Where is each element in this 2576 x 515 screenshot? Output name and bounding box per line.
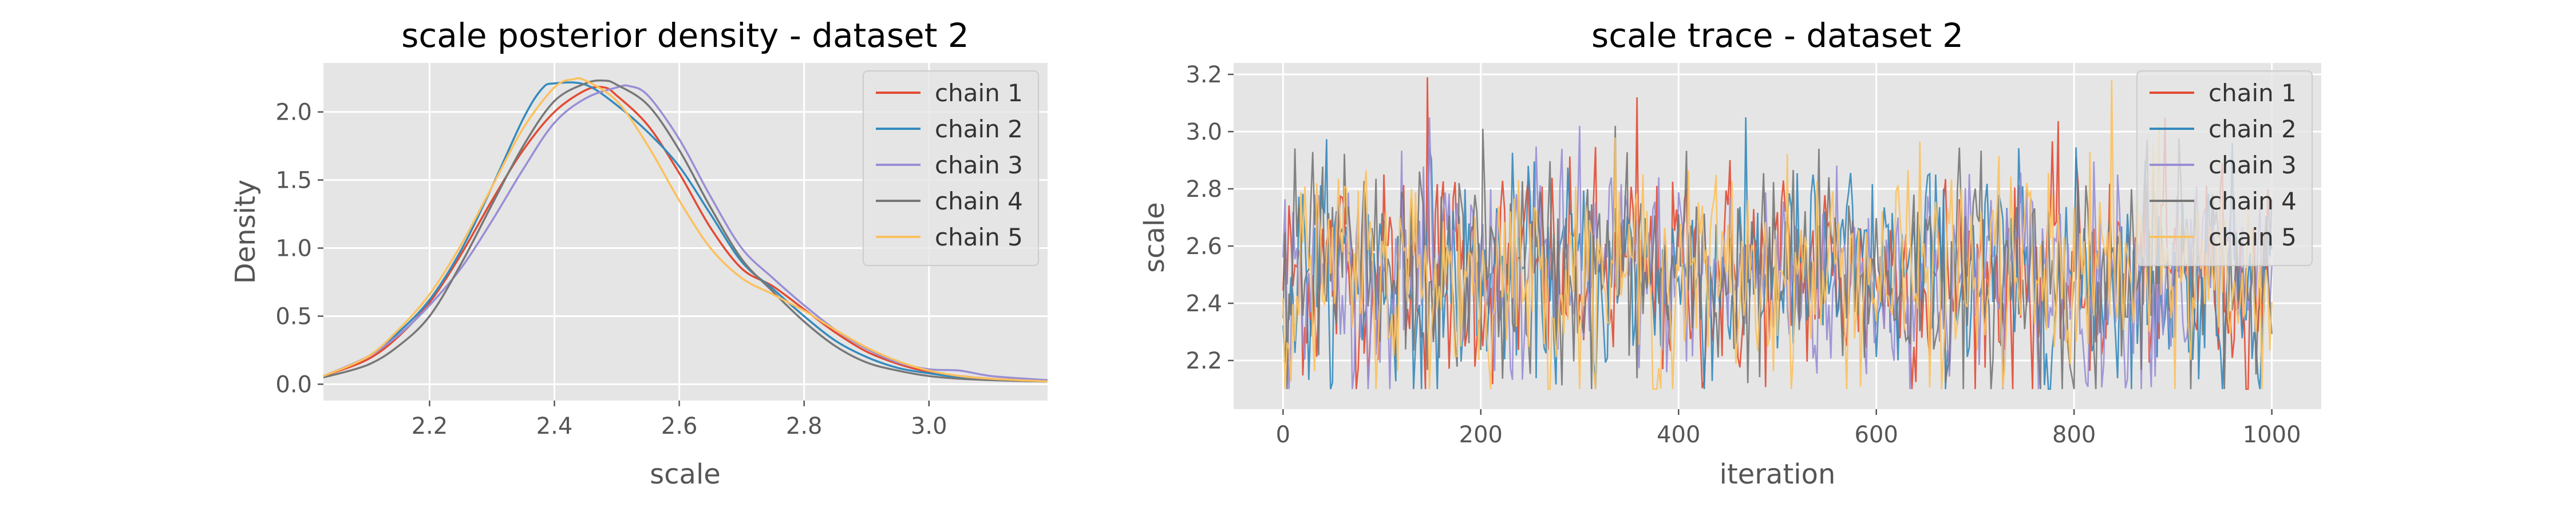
trace-x-ticks: 0 200 400 600 800 1000	[1276, 409, 2301, 448]
trace-series	[1282, 77, 2273, 390]
density-x-axis-label: scale	[650, 458, 721, 490]
trace-y-ticks: 2.2 2.4 2.6 2.8 3.0 3.2	[1186, 62, 1234, 374]
density-panel: 0.00.51.01.52.0 2.2 2.4 2.6 2.8 3.0 chain 1c…	[230, 16, 1048, 490]
density-x-tick-label: 2.2	[412, 413, 448, 439]
density-line-chain-1	[323, 85, 1048, 383]
density-x-ticks: 2.2 2.4 2.6 2.8 3.0	[412, 401, 947, 439]
trace-panel: 2.2 2.4 2.6 2.8 3.0 3.2 0 200 400 600 800 1000 cha…	[1139, 16, 2321, 490]
trace-legend-box	[2136, 70, 2313, 266]
trace-legend-label-2: chain 2	[2208, 115, 2297, 143]
trace-x-axis-label: iteration	[1720, 458, 1836, 490]
trace-x-tick-label: 1000	[2243, 422, 2301, 448]
density-x-tick-label: 2.8	[786, 413, 823, 439]
density-title: scale posterior density - dataset 2	[401, 16, 969, 55]
density-y-tick-label: 1.0	[275, 236, 312, 262]
density-line-chain-5	[323, 77, 1048, 383]
trace-line-chain-4	[1282, 125, 2273, 390]
density-legend-box	[863, 70, 1039, 266]
trace-x-tick-label: 0	[1276, 422, 1290, 448]
trace-legend: chain 1 chain 2 chain 3 chain 4 chain 5	[2136, 70, 2313, 266]
trace-line-chain-3	[1282, 117, 2273, 390]
trace-y-tick-label: 2.2	[1186, 348, 1222, 374]
density-y-ticks: 0.0 0.5 1.0 1.5 2.0	[275, 100, 323, 398]
trace-title: scale trace - dataset 2	[1591, 16, 1963, 55]
trace-y-tick-label: 2.6	[1186, 233, 1222, 260]
density-line-chain-4	[323, 79, 1048, 383]
density-legend-label-2: chain 2	[935, 115, 1023, 143]
trace-y-tick-label: 2.8	[1186, 176, 1222, 203]
density-line-chain-2	[323, 81, 1048, 383]
trace-x-tick-label: 200	[1459, 422, 1503, 448]
trace-y-tick-label: 3.2	[1186, 62, 1222, 88]
density-y-tick-label: 0.0	[275, 371, 312, 398]
density-legend: chain 1 chain 2 chain 3 chain 4 chain 5	[863, 70, 1039, 266]
density-legend-label-4: chain 4	[935, 187, 1023, 215]
density-legend-label-5: chain 5	[935, 223, 1023, 251]
trace-legend-label-3: chain 3	[2208, 151, 2297, 179]
trace-y-tick-label: 2.4	[1186, 291, 1222, 317]
trace-x-tick-label: 800	[2052, 422, 2096, 448]
trace-y-axis-label: scale	[1139, 202, 1171, 273]
trace-legend-label-1: chain 1	[2208, 79, 2297, 107]
density-x-tick-label: 2.4	[536, 413, 573, 439]
density-y-axis-label: Density	[230, 180, 262, 284]
trace-line-chain-5	[1282, 80, 2273, 390]
density-x-tick-label: 2.6	[661, 413, 698, 439]
density-y-tick-label: 1.5	[275, 168, 312, 194]
density-y-tick-label: 2.0	[275, 100, 312, 126]
trace-x-tick-label: 600	[1855, 422, 1898, 448]
trace-legend-label-4: chain 4	[2208, 187, 2297, 215]
density-legend-label-3: chain 3	[935, 151, 1023, 179]
density-series	[323, 77, 1048, 383]
density-x-tick-label: 3.0	[911, 413, 947, 439]
trace-x-tick-label: 400	[1657, 422, 1700, 448]
trace-y-tick-label: 3.0	[1186, 119, 1222, 145]
density-y-tick-label: 0.5	[275, 304, 312, 330]
density-legend-label-1: chain 1	[935, 79, 1023, 107]
trace-legend-label-5: chain 5	[2208, 223, 2297, 251]
